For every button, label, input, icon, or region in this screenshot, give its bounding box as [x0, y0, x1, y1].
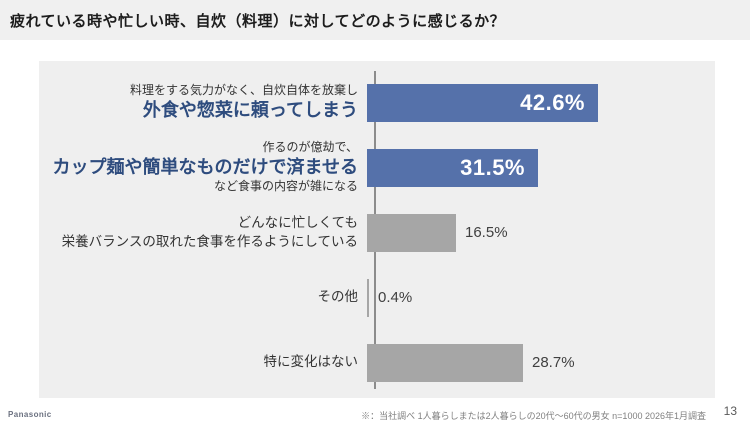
bar: [367, 343, 523, 382]
bar-label-sub: どんなに忙しくても: [237, 215, 358, 231]
panasonic-logo: Panasonic: [8, 410, 52, 419]
bar-plot-area: 31.5%: [367, 148, 715, 187]
bar: 42.6%: [367, 83, 598, 122]
bar-category-label: 作るのが億劫で、 カップ麺や簡単なものだけで済ませるなど食事の内容が雑になる: [39, 140, 367, 195]
bar: [367, 278, 369, 317]
bar-category-label: どんなに忙しくても栄養バランスの取れた食事を作るようにしている: [39, 214, 367, 250]
bar-label-sub: 料理をする気力がなく、自炊自体を放棄し: [129, 83, 358, 97]
source-note: ※：当社調べ 1人暮らしまたは2人暮らしの20代～60代の男女 n=1000 2…: [361, 411, 706, 421]
bar-label-sub: その他: [317, 289, 359, 305]
bar-category-label: 料理をする気力がなく、自炊自体を放棄し外食や惣菜に頼ってしまう: [39, 83, 367, 122]
chart-rows: 料理をする気力がなく、自炊自体を放棄し外食や惣菜に頼ってしまう 42.6% 作るのが…: [39, 70, 715, 395]
page-title: 疲れている時や忙しい時、自炊（料理）に対してどのように感じるか？: [10, 12, 506, 30]
bar-label-sub: 特に変化はない: [263, 354, 359, 370]
bar-plot-area: 16.5%: [367, 213, 715, 252]
bar: 31.5%: [367, 148, 538, 187]
bar-label-sub: など食事の内容が雑になる: [213, 179, 358, 194]
chart-row: 特に変化はない 28.7%: [39, 330, 715, 395]
bar-label-emphasis: 外食や惣菜に頼ってしまう: [142, 99, 358, 120]
page-number: 13: [723, 404, 737, 418]
bar-label-sub: 作るのが億劫で、: [262, 140, 358, 155]
bar-value-label: 31.5%: [460, 154, 525, 180]
bar-label-emphasis: カップ麺や簡単なものだけで済ませる: [52, 156, 358, 177]
bar-value-label: 0.4%: [378, 289, 413, 306]
bar-value-label: 16.5%: [465, 224, 508, 241]
bar-value-label: 28.7%: [532, 354, 575, 371]
title-bar: 疲れている時や忙しい時、自炊（料理）に対してどのように感じるか？: [0, 0, 750, 40]
chart-row: どんなに忙しくても栄養バランスの取れた食事を作るようにしている 16.5%: [39, 200, 715, 265]
chart-row: 料理をする気力がなく、自炊自体を放棄し外食や惣菜に頼ってしまう 42.6%: [39, 70, 715, 135]
bar-value-label: 42.6%: [520, 89, 585, 115]
chart-row: その他 0.4%: [39, 265, 715, 330]
bar-label-sub: 栄養バランスの取れた食事を作るようにしている: [61, 233, 358, 249]
bar-category-label: 特に変化はない: [39, 353, 367, 371]
bar: [367, 213, 456, 252]
chart-row: 作るのが億劫で、 カップ麺や簡単なものだけで済ませるなど食事の内容が雑になる 31.…: [39, 135, 715, 200]
bar-plot-area: 0.4%: [367, 278, 715, 317]
chart-panel: 料理をする気力がなく、自炊自体を放棄し外食や惣菜に頼ってしまう 42.6% 作るのが…: [39, 61, 715, 398]
bar-plot-area: 28.7%: [367, 343, 715, 382]
bar-plot-area: 42.6%: [367, 83, 715, 122]
bar-category-label: その他: [39, 288, 367, 306]
